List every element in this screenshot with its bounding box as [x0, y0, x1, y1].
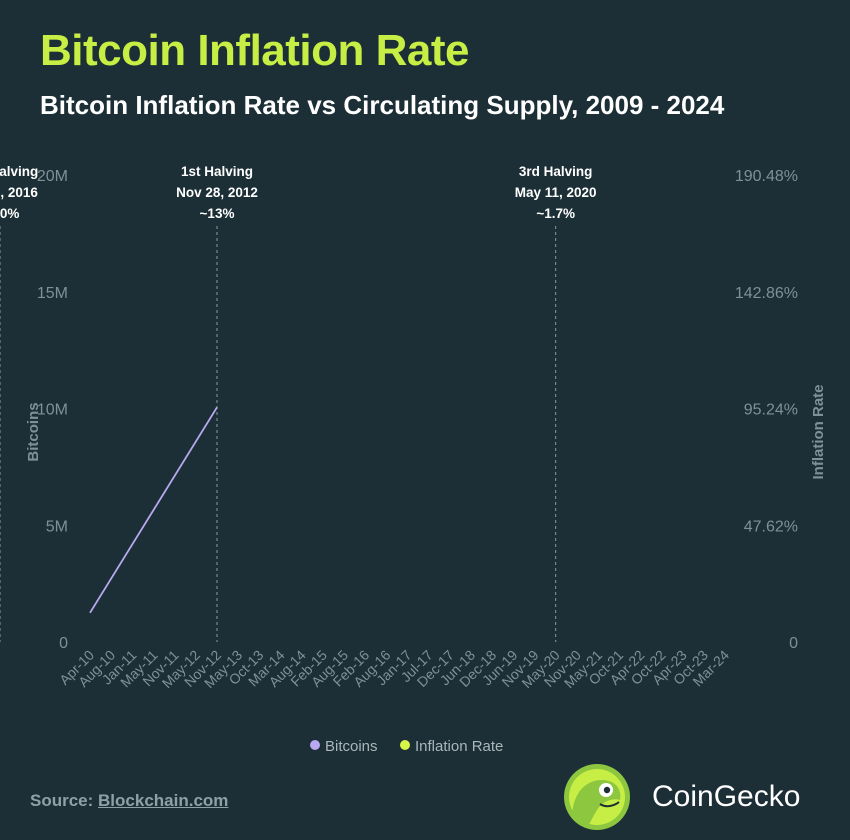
y-tick-label: 10M: [37, 402, 68, 419]
y2-axis-title: Inflation Rate: [810, 384, 827, 479]
legend-label: Bitcoins: [325, 738, 378, 755]
chart-area: 0 5M 10M 15M 20M 0 47.62% 95.24% 142.86% 190.48% B…: [0, 164, 827, 755]
halving-label: ~4.0%: [0, 206, 19, 221]
legend-marker: [310, 740, 320, 750]
halving-label: ~13%: [200, 206, 235, 221]
halving-label: 1st Halving: [181, 164, 253, 179]
y-tick-label: 5M: [46, 518, 68, 535]
halving-label: July 9, 2016: [0, 185, 38, 200]
halving-label: Nov 28, 2012: [176, 185, 258, 200]
brand-name: CoinGecko: [652, 780, 801, 813]
chart-subtitle: Bitcoin Inflation Rate vs Circulating Su…: [40, 90, 725, 120]
y2-tick-label: 95.24%: [744, 402, 798, 419]
halving-label: ~1.7%: [536, 206, 575, 221]
source-label: Source:: [30, 791, 94, 810]
y2-tick-label: 142.86%: [735, 285, 798, 302]
y2-tick-label: 0: [789, 635, 798, 652]
y2-tick-label: 190.48%: [735, 168, 798, 185]
coingecko-gecko-icon: [564, 764, 630, 830]
y2-tick-label: 47.62%: [744, 518, 798, 535]
y-axis-title: Bitcoins: [25, 402, 42, 461]
y-tick-label: 20M: [37, 168, 68, 185]
y-tick-label: 15M: [37, 285, 68, 302]
y-tick-label: 0: [59, 635, 68, 652]
chart-title: Bitcoin Inflation Rate: [40, 26, 470, 75]
halving-label: May 11, 2020: [515, 185, 597, 200]
legend-marker: [400, 740, 410, 750]
halving-label: 2nd Halving: [0, 164, 38, 179]
bitcoins-line: [89, 406, 218, 614]
legend-label: Inflation Rate: [415, 738, 503, 755]
source-note: Source: Blockchain.com: [30, 791, 228, 811]
halving-label: 3rd Halving: [519, 164, 593, 179]
source-link[interactable]: Blockchain.com: [98, 791, 229, 810]
